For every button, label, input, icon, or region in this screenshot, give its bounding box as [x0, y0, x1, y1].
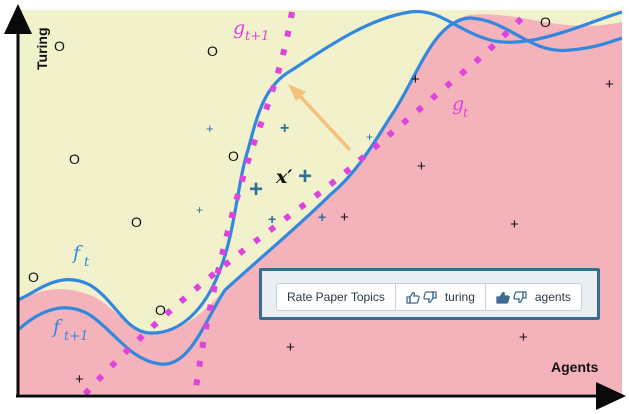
thumbs-up-icon[interactable]: [406, 291, 420, 304]
x-axis-label: Agents: [551, 359, 599, 375]
plus-marker: +: [411, 71, 420, 88]
plus-markers: + + + + + + + +: [75, 71, 614, 388]
f-t1-sub: t+1: [64, 329, 88, 344]
plus-marker: +: [75, 371, 84, 388]
plus-marker: +: [417, 158, 426, 175]
y-axis-label: Turing: [34, 27, 50, 70]
g-t-label: g t: [452, 93, 469, 121]
blue-plus-markers: + + + + + + + +: [196, 120, 373, 227]
plus-marker: +: [510, 216, 519, 233]
blue-plus-marker: +: [268, 211, 276, 227]
g-t1-label: g t+1: [233, 17, 269, 44]
x-axis: [16, 382, 626, 410]
circle-marker: O: [54, 38, 65, 54]
update-arrow: [288, 84, 351, 151]
thumbs-down-icon[interactable]: [513, 290, 527, 304]
f-t1-label: f t+1: [51, 316, 88, 344]
x-prime-label: x′: [275, 166, 292, 188]
circle-marker: O: [155, 302, 166, 318]
topic-rating-agents: agents: [486, 284, 581, 310]
thumbs-down-icon[interactable]: [423, 290, 437, 304]
blue-plus-marker: +: [280, 120, 289, 137]
f-t-label: f t: [71, 242, 90, 270]
f-t1-base: f: [51, 316, 63, 338]
g-t-base: g: [452, 93, 464, 115]
plus-marker: +: [340, 209, 349, 226]
plus-marker: +: [519, 329, 528, 346]
blue-plus-marker: +: [366, 130, 373, 144]
circle-markers: O O O O O O O O: [28, 14, 551, 318]
blue-plus-marker-large: +: [298, 163, 312, 190]
g-t1-base: g: [233, 17, 245, 39]
blue-plus-marker-large: +: [249, 176, 263, 203]
blue-plus-marker: +: [196, 203, 203, 217]
circle-marker: O: [131, 214, 142, 230]
rate-paper-topics-button[interactable]: Rate Paper Topics: [277, 284, 396, 310]
topic-label-turing: turing: [444, 290, 475, 304]
plus-marker: +: [605, 76, 614, 93]
blue-plus-marker: +: [318, 209, 326, 225]
f-t-base: f: [71, 242, 83, 264]
g-t-sub: t: [463, 106, 469, 121]
g-t-dotted: [82, 7, 533, 397]
rate-paper-topics-label: Rate Paper Topics: [287, 290, 385, 304]
circle-marker: O: [228, 148, 239, 164]
circle-marker: O: [28, 269, 39, 285]
topic-label-agents: agents: [534, 290, 571, 304]
thumbs-up-icon[interactable]: [496, 291, 510, 304]
topic-rating-turing: turing: [396, 284, 486, 310]
f-t1-curve: [16, 16, 623, 366]
f-t-sub: t: [84, 255, 90, 270]
circle-marker: O: [207, 43, 218, 59]
blue-plus-marker: +: [206, 121, 214, 136]
plus-marker: +: [286, 339, 295, 356]
circle-marker: O: [540, 14, 551, 30]
circle-marker: O: [69, 151, 80, 167]
y-axis: [4, 4, 32, 396]
f-t-curve: [17, 9, 623, 335]
rate-paper-topics-panel: Rate Paper Topics turing: [259, 268, 600, 320]
rating-button-group: Rate Paper Topics turing: [276, 283, 582, 311]
g-t1-sub: t+1: [245, 29, 269, 44]
